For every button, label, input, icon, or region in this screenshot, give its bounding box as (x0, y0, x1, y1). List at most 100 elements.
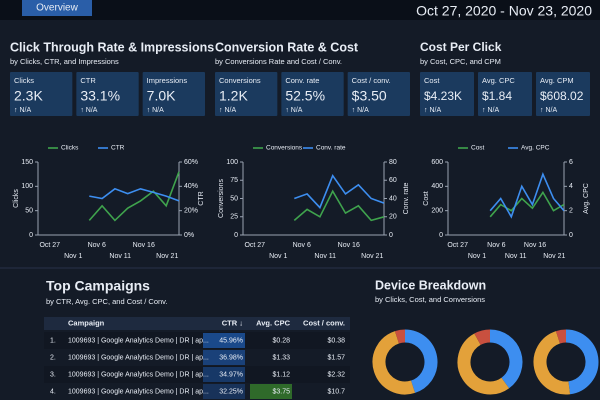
ctr-cell (203, 333, 245, 348)
legend-label: Conversions (266, 145, 303, 152)
kpi-label: Avg. CPM (540, 76, 574, 85)
kpi-change: ↑ N/A (482, 107, 499, 114)
kpi-card (281, 72, 344, 116)
x-tick-label: Nov 11 (505, 253, 527, 260)
x-tick-label: Oct 27 (447, 242, 468, 249)
y2-tick-label: 0 (569, 232, 573, 239)
section-title: Device Breakdown (375, 278, 486, 292)
y-tick-label: 600 (431, 159, 443, 166)
series-line (294, 174, 385, 210)
panel-title: Cost Per Click (420, 40, 502, 54)
y-tick-label: 200 (431, 208, 443, 215)
y-tick-label: 100 (226, 159, 238, 166)
x-tick-label: Oct 27 (244, 242, 265, 249)
x-tick-label: Nov 1 (64, 253, 82, 260)
kpi-card (142, 72, 205, 116)
x-tick-label: Nov 11 (314, 253, 336, 260)
legend-label: Cost (471, 145, 485, 152)
axis-title: Conv. rate (403, 183, 410, 215)
ctr-cell (203, 384, 245, 399)
y-tick-label: 50 (25, 208, 33, 215)
kpi-label: Conversions (219, 76, 261, 85)
cpc-cell (250, 384, 292, 399)
y2-tick-label: 4 (569, 183, 573, 190)
y2-tick-label: 60% (184, 159, 198, 166)
kpi-value: $4.23K (424, 89, 462, 103)
table-cell: $1.57 (327, 354, 345, 361)
table-header (44, 317, 350, 330)
y2-tick-label: 0% (184, 232, 194, 239)
x-tick-label: Oct 27 (39, 242, 60, 249)
axis-title: CTR (198, 191, 205, 205)
kpi-value: 52.5% (285, 88, 325, 104)
donut-slice (565, 329, 599, 395)
series-line (489, 190, 565, 218)
kpi-label: Conv. rate (285, 76, 319, 85)
donut-slice (372, 331, 415, 395)
kpi-change: ↑ N/A (219, 107, 236, 114)
tab[interactable] (22, 0, 92, 16)
axis-title: Cost (423, 191, 430, 205)
series-line (88, 171, 180, 222)
y-tick-label: 0 (234, 232, 238, 239)
kpi-label: Cost (424, 76, 440, 85)
campaign-name: 1009693 | Google Analytics Demo | DR | a… (68, 337, 209, 344)
donut-slice (457, 333, 510, 395)
y2-tick-label: 20 (389, 214, 397, 221)
campaign-name: 1009693 | Google Analytics Demo | DR | a… (68, 371, 209, 378)
y2-tick-label: 60 (389, 177, 397, 184)
x-tick-label: Nov 6 (487, 242, 505, 249)
axis-title: Clicks (13, 189, 20, 208)
kpi-label: Avg. CPC (482, 76, 515, 85)
series-line (489, 172, 565, 219)
kpi-change: ↑ N/A (147, 107, 164, 114)
kpi-change: ↑ N/A (540, 107, 557, 114)
x-tick-label: Nov 11 (109, 253, 131, 260)
kpi-card (536, 72, 590, 116)
table-cell: $1.33 (272, 354, 290, 361)
x-tick-label: Nov 21 (156, 253, 178, 260)
kpi-label: CTR (80, 76, 96, 85)
y2-tick-label: 2 (569, 208, 573, 215)
table-row (44, 366, 350, 383)
panel-subtitle: by Clicks, CTR, and Impressions (10, 57, 119, 66)
kpi-change: ↑ N/A (424, 107, 441, 114)
y-tick-label: 50 (230, 195, 238, 202)
row-number: 4. (50, 388, 56, 395)
table-row (44, 349, 350, 366)
y2-tick-label: 40% (184, 183, 198, 190)
date-range[interactable]: Oct 27, 2020 - Nov 23, 2020 (416, 3, 592, 19)
axis-title: Conversions (218, 179, 225, 218)
series-line (89, 187, 180, 202)
panel-title: Conversion Rate & Cost (215, 40, 359, 54)
kpi-value: 1.2K (219, 88, 248, 104)
donut-slice (394, 329, 406, 344)
row-number: 1. (50, 337, 56, 344)
tab-label[interactable]: Overview (36, 3, 78, 14)
y-tick-label: 400 (431, 183, 443, 190)
table-cell: 32.25% (219, 388, 243, 395)
donut-slice (533, 331, 571, 395)
section-subtitle: by Clicks, Cost, and Conversions (375, 295, 485, 304)
ctr-cell (203, 367, 245, 382)
kpi-card (347, 72, 410, 116)
table-row (44, 332, 350, 349)
kpi-card (420, 72, 474, 116)
legend-label: CTR (111, 145, 125, 152)
kpi-card (215, 72, 278, 116)
x-tick-label: Nov 16 (338, 242, 360, 249)
x-tick-label: Nov 1 (468, 253, 486, 260)
panel-subtitle: by Cost, CPC, and CPM (420, 57, 501, 66)
table-cell: $1.12 (272, 371, 290, 378)
donut-slice (474, 329, 491, 346)
table-cell: $2.32 (327, 371, 345, 378)
table-cell: 36.98% (219, 354, 243, 361)
header-bar (0, 0, 600, 20)
legend-label: Conv. rate (316, 145, 346, 152)
donut-slice (404, 329, 438, 393)
kpi-value: 2.3K (14, 88, 43, 104)
panel-title: Click Through Rate & Impressions (10, 40, 214, 54)
table-cell: $0.28 (272, 337, 290, 344)
table-cell: $0.38 (327, 337, 345, 344)
kpi-card (76, 72, 139, 116)
